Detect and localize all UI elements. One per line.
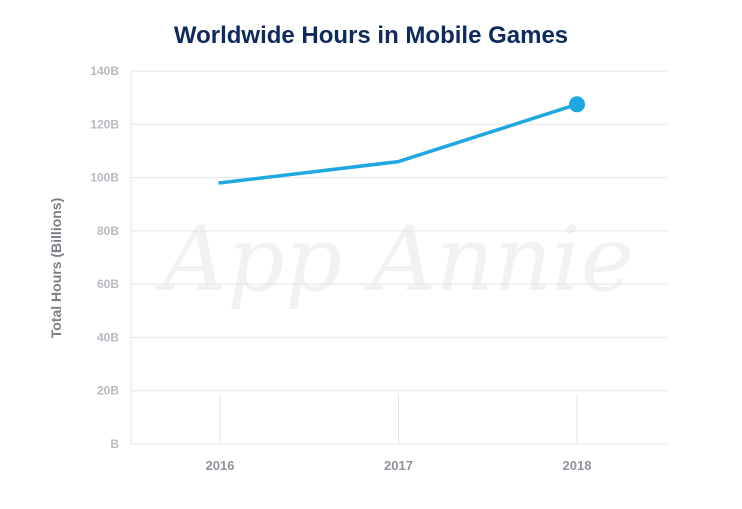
y-tick-label: 20B (97, 384, 119, 398)
y-tick-label: 60B (97, 277, 119, 291)
y-tick-label: 140B (90, 64, 119, 78)
watermark: App Annie (155, 207, 634, 312)
y-tick-label: 80B (97, 224, 119, 238)
y-tick-label: 40B (97, 330, 119, 344)
x-tick-label: 2017 (384, 458, 413, 473)
x-tick-label: 2018 (563, 458, 592, 473)
y-tick-label: 120B (90, 117, 119, 131)
x-tick-label: 2016 (206, 458, 235, 473)
end-point-marker (569, 96, 585, 113)
series-line (218, 102, 579, 185)
y-tick-label: 100B (90, 171, 119, 185)
y-tick-label: B (110, 437, 119, 451)
chart-title: Worldwide Hours in Mobile Games (173, 22, 569, 49)
